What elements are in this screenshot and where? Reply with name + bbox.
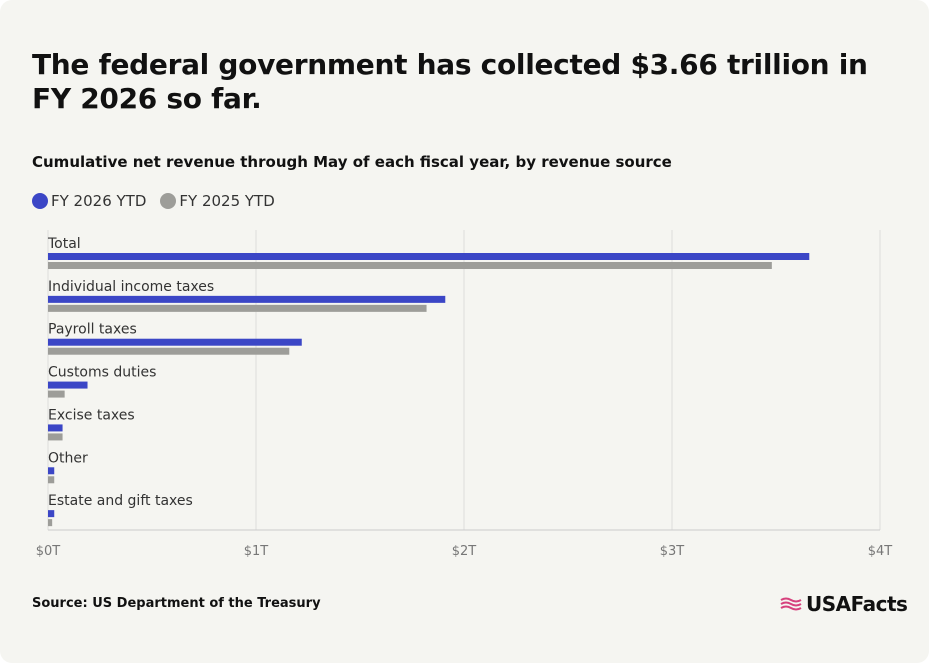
logo-text: USAFacts	[806, 592, 908, 616]
bar	[48, 253, 810, 260]
bar	[48, 510, 55, 518]
bar	[48, 476, 55, 484]
bar	[48, 467, 55, 475]
legend: FY 2026 YTD FY 2025 YTD	[32, 192, 275, 210]
category-label: Other	[48, 450, 88, 466]
legend-label: FY 2025 YTD	[179, 192, 275, 210]
category-label: Total	[47, 236, 81, 252]
legend-item: FY 2026 YTD	[32, 192, 146, 210]
chart-title: The federal government has collected $3.…	[32, 48, 868, 115]
x-tick-label: $2T	[452, 544, 477, 559]
category-label: Payroll taxes	[48, 322, 137, 338]
chart-subtitle: Cumulative net revenue through May of ea…	[32, 153, 672, 171]
legend-item: FY 2025 YTD	[160, 192, 275, 210]
x-tick-label: $0T	[36, 544, 61, 559]
bar	[48, 424, 63, 432]
bar	[48, 433, 63, 441]
bar	[48, 262, 772, 269]
bar	[48, 390, 65, 398]
legend-swatch	[32, 193, 48, 209]
bar	[48, 519, 53, 527]
logo-icon	[780, 597, 802, 611]
bar	[48, 381, 88, 389]
x-tick-label: $4T	[868, 544, 893, 559]
bar	[48, 347, 290, 355]
category-label: Excise taxes	[48, 407, 135, 423]
category-label: Individual income taxes	[48, 279, 214, 295]
legend-swatch	[160, 193, 177, 209]
bar	[48, 338, 302, 346]
x-tick-label: $1T	[244, 544, 269, 559]
logo: USAFacts	[780, 592, 908, 616]
bar	[48, 304, 427, 312]
category-label: Estate and gift taxes	[48, 493, 193, 509]
x-tick-label: $3T	[660, 544, 685, 559]
source: Source: US Department of the Treasury	[32, 596, 321, 611]
category-label: Customs duties	[48, 365, 156, 381]
legend-label: FY 2026 YTD	[51, 192, 147, 210]
bar	[48, 295, 446, 303]
